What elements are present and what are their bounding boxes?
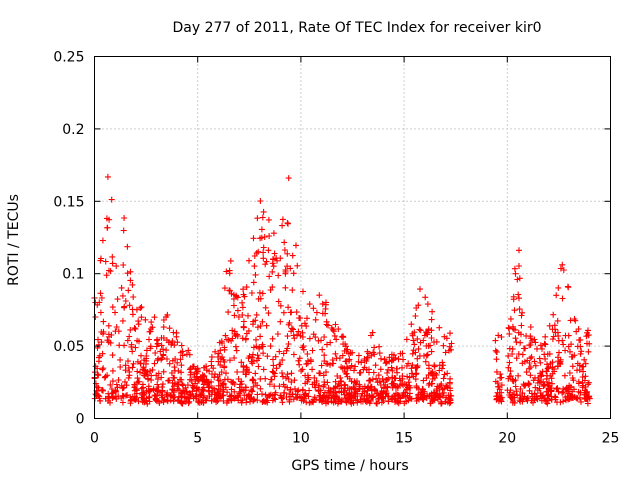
tick-labels: 0 5 10 15 20 25 0 0.05 0.1 0.15 0.2 0.25 [53, 50, 619, 447]
y-tick-label: 0.15 [53, 194, 84, 210]
chart-title: Day 277 of 2011, Rate Of TEC Index for r… [172, 20, 541, 36]
x-tick-label: 20 [498, 431, 516, 447]
y-tick-label: 0.05 [53, 339, 84, 355]
y-axis-label: ROTI / TECUs [6, 194, 22, 286]
x-tick-label: 5 [193, 431, 202, 447]
scatter-markers [91, 173, 593, 407]
x-tick-label: 10 [292, 431, 310, 447]
y-tick-label: 0.2 [62, 122, 84, 138]
x-tick-label: 15 [395, 431, 413, 447]
grid [94, 56, 611, 419]
x-axis-label: GPS time / hours [291, 458, 408, 474]
y-tick-label: 0.25 [53, 50, 84, 66]
y-tick-label: 0.1 [62, 267, 84, 283]
x-tick-label: 0 [90, 431, 99, 447]
data-points [91, 173, 593, 407]
plot-frame [94, 56, 611, 419]
x-tick-label: 25 [602, 431, 620, 447]
y-tick-label: 0 [76, 412, 85, 428]
axis-ticks [94, 56, 611, 419]
